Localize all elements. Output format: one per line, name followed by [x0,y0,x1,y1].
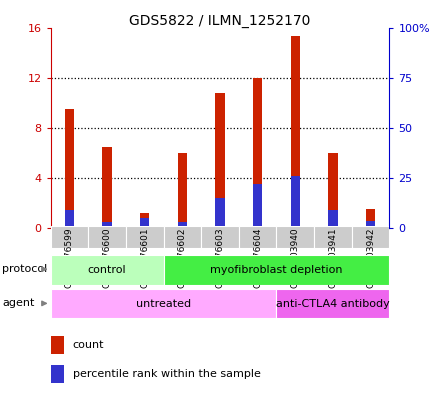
Bar [51,365,64,383]
Bar [178,153,187,228]
Text: myofibroblast depletion: myofibroblast depletion [210,265,343,275]
Bar [239,226,276,248]
Bar [140,218,150,228]
Text: untreated: untreated [136,299,191,309]
Bar [276,289,389,318]
Bar [314,226,352,248]
Text: GSM1276602: GSM1276602 [178,227,187,288]
Bar [88,226,126,248]
Bar [51,336,64,354]
Bar [328,210,337,228]
Text: protocol: protocol [2,264,48,274]
Text: GSM1276600: GSM1276600 [103,227,112,288]
Text: GSM1276601: GSM1276601 [140,227,149,288]
Bar [290,36,300,228]
Bar [178,222,187,228]
Text: anti-CTLA4 antibody: anti-CTLA4 antibody [276,299,390,309]
Bar [253,78,262,228]
Bar [215,198,225,228]
Bar [164,255,389,285]
Text: GDS5822 / ILMN_1252170: GDS5822 / ILMN_1252170 [129,14,311,28]
Bar [366,221,375,228]
Text: control: control [88,265,126,275]
Text: GSM1276604: GSM1276604 [253,227,262,288]
Text: GSM1276599: GSM1276599 [65,227,74,288]
Bar [366,209,375,228]
Text: count: count [73,340,104,350]
Text: agent: agent [2,298,35,309]
Bar [352,226,389,248]
Bar [253,184,262,228]
Bar [65,109,74,228]
Text: GSM1303940: GSM1303940 [291,227,300,288]
Bar [328,153,337,228]
Text: GSM1276603: GSM1276603 [216,227,224,288]
Bar [290,176,300,228]
Bar [65,210,74,228]
Bar [51,289,276,318]
Text: percentile rank within the sample: percentile rank within the sample [73,369,260,379]
Bar [51,255,164,285]
Text: GSM1303941: GSM1303941 [328,227,337,288]
Bar [201,226,239,248]
Bar [140,213,150,228]
Bar [103,147,112,228]
Text: GSM1303942: GSM1303942 [366,227,375,288]
Bar [215,93,225,228]
Bar [276,226,314,248]
Bar [103,222,112,228]
Bar [51,226,88,248]
Bar [164,226,201,248]
Bar [126,226,164,248]
